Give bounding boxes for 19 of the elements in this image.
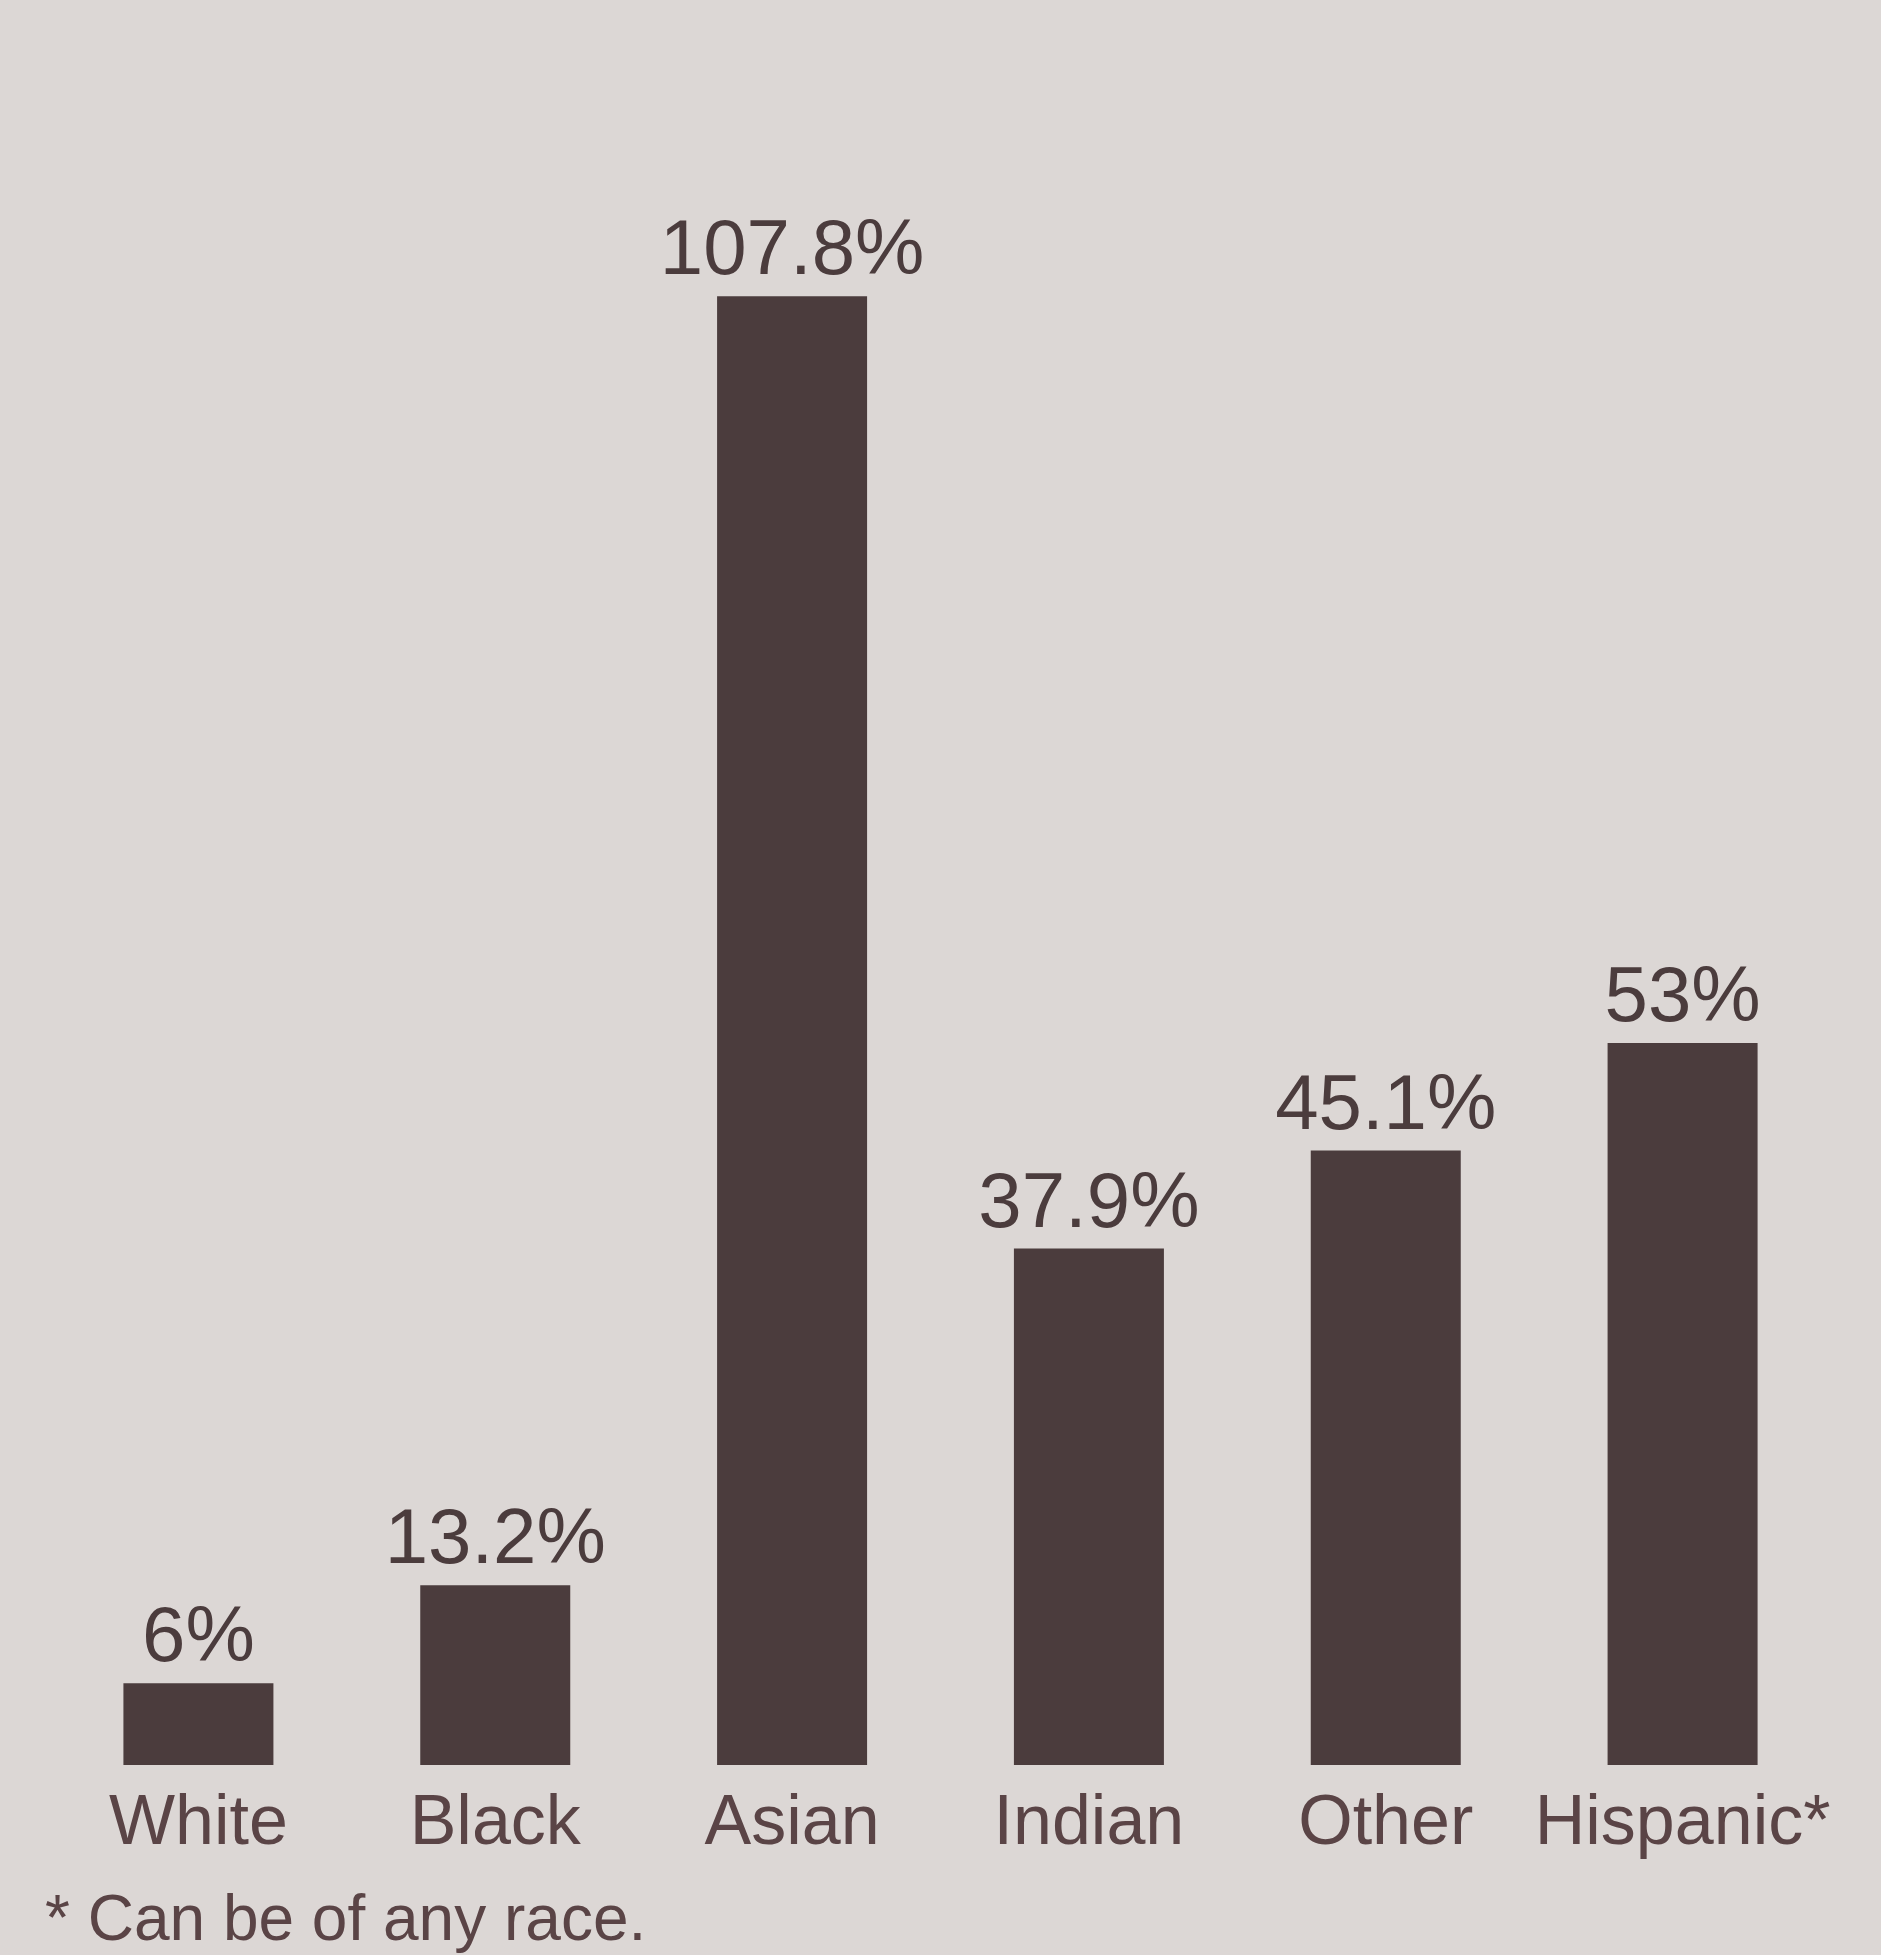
data-label: 37.9% (978, 1155, 1200, 1244)
bar (1013, 1248, 1164, 1765)
bar (717, 296, 868, 1765)
bar (1607, 1042, 1758, 1765)
x-tick-label: Asian (704, 1781, 880, 1859)
x-tick-label: White (108, 1781, 288, 1859)
x-tick-label: Hispanic* (1534, 1781, 1831, 1859)
data-label: 107.8% (659, 203, 925, 292)
x-tick-label: Black (409, 1781, 582, 1859)
text: * Can be of any race. (45, 1882, 647, 1954)
x-tick-label: Indian (993, 1781, 1185, 1859)
bar (123, 1683, 274, 1765)
bar (1310, 1150, 1461, 1765)
data-label: 13.2% (384, 1492, 606, 1581)
x-tick-label: Other (1298, 1781, 1474, 1859)
data-label: 6% (142, 1590, 255, 1679)
bar (420, 1585, 571, 1765)
data-label: 45.1% (1275, 1057, 1497, 1146)
data-label: 53% (1604, 949, 1761, 1038)
